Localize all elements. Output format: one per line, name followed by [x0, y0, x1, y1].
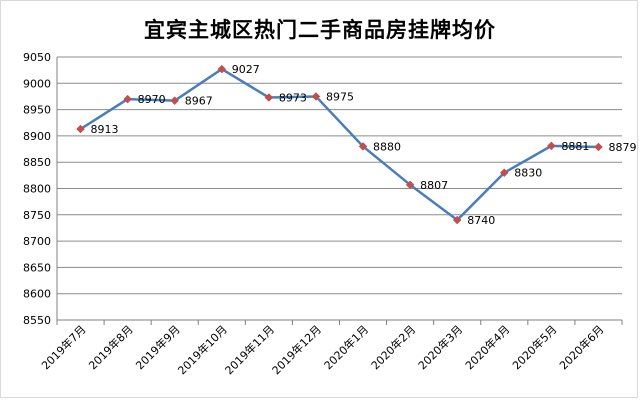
data-label: 8975 [326, 90, 354, 103]
y-tick-label: 8900 [23, 130, 51, 143]
y-tick-label: 8850 [23, 156, 51, 169]
y-tick-label: 8650 [23, 261, 51, 274]
data-point [594, 142, 603, 152]
series-line [79, 67, 599, 222]
x-tick-label: 2019年10月 [175, 322, 230, 377]
data-point [499, 168, 509, 178]
data-label: 8913 [91, 123, 119, 136]
x-tick-label: 2020年5月 [509, 322, 559, 372]
x-tick-label: 2020年4月 [462, 322, 512, 372]
data-point [452, 215, 462, 225]
data-label: 8881 [561, 140, 589, 153]
x-tick-label: 2019年8月 [86, 322, 136, 372]
data-label: 8973 [279, 92, 307, 105]
data-point [311, 92, 321, 101]
x-tick-label: 2019年11月 [222, 322, 277, 377]
data-label: 8807 [420, 179, 448, 192]
data-point [264, 93, 274, 102]
y-tick-label: 8800 [23, 183, 51, 196]
data-point [547, 141, 556, 151]
y-tick-label: 9000 [23, 77, 51, 90]
data-label: 8740 [467, 214, 495, 227]
x-tick-label: 2019年7月 [38, 322, 88, 372]
data-label: 9027 [232, 63, 260, 76]
data-point [170, 96, 180, 106]
data-label: 8970 [138, 93, 166, 106]
data-label: 8880 [373, 140, 401, 153]
data-point [358, 142, 368, 151]
data-point [405, 180, 415, 190]
y-tick-label: 8550 [23, 314, 51, 327]
x-tick-label: 2020年3月 [415, 322, 465, 372]
data-point [217, 64, 227, 74]
x-tick-label: 2019年9月 [133, 322, 183, 372]
x-tick-label: 2020年1月 [321, 322, 371, 372]
y-tick-label: 8950 [23, 104, 51, 117]
x-tick-label: 2020年6月 [556, 322, 606, 372]
x-tick-label: 2020年2月 [368, 322, 418, 372]
y-tick-label: 9050 [23, 51, 51, 64]
x-tick-label: 2019年12月 [269, 322, 324, 377]
y-tick-label: 8600 [23, 288, 51, 301]
data-point [76, 124, 85, 134]
y-tick-label: 8700 [23, 235, 51, 248]
data-label: 8967 [185, 95, 213, 108]
data-point [123, 94, 132, 104]
data-label: 8879 [608, 141, 636, 154]
y-tick-label: 8750 [23, 209, 51, 222]
data-label: 8830 [514, 167, 542, 180]
chart-title: 宜宾主城区热门二手商品房挂牌均价 [144, 17, 496, 42]
